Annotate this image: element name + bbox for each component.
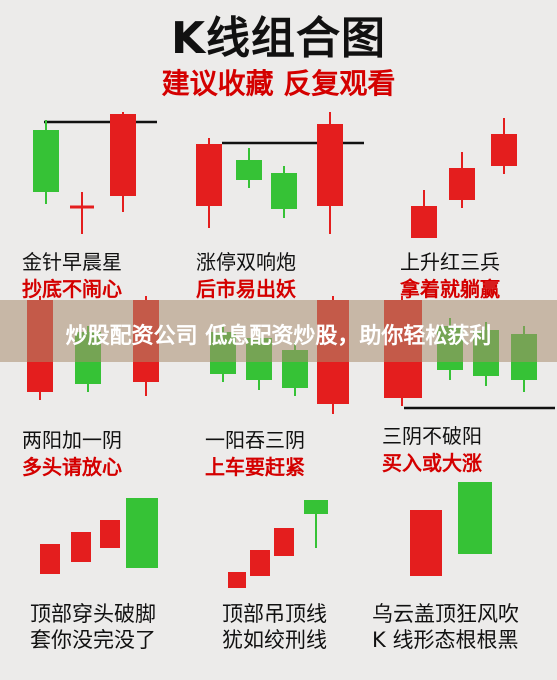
- pattern-desc: 套你没完没了: [30, 628, 156, 652]
- page-title: K线组合图: [170, 13, 387, 64]
- pattern-name: 上升红三兵: [400, 250, 500, 274]
- pattern-name: 金针早晨星: [22, 250, 122, 274]
- pattern-desc: 后市易出妖: [196, 277, 296, 301]
- pattern-top-piercing: 顶部穿头破脚 套你没完没了: [30, 490, 190, 680]
- candlestick-chart: [196, 112, 364, 234]
- candlestick-chart: [228, 500, 328, 588]
- pattern-dark-cloud-cover: 乌云盖顶狂风吹 K 线形态根根黑: [372, 478, 532, 668]
- pattern-golden-needle-morning-star: 金针早晨星 抄底不闹心: [22, 108, 182, 301]
- pattern-name: 涨停双响炮: [196, 250, 296, 274]
- pattern-desc: 多头请放心: [22, 455, 122, 479]
- pattern-limit-up-double-cannon: 涨停双响炮 后市易出妖: [196, 108, 364, 301]
- pattern-desc: K 线形态根根黑: [372, 628, 519, 652]
- pattern-name: 三阴不破阳: [382, 424, 482, 448]
- pattern-name: 顶部穿头破脚: [30, 602, 156, 626]
- pattern-desc: 犹如绞刑线: [222, 628, 327, 652]
- promo-banner[interactable]: 炒股配资公司 低息配资炒股，助你轻松获利: [0, 300, 557, 362]
- page-subtitle: 建议收藏 反复观看: [161, 67, 396, 100]
- pattern-top-hanging-line: 顶部吊顶线 犹如绞刑线: [222, 490, 382, 680]
- pattern-desc: 上车要赶紧: [205, 455, 305, 479]
- pattern-name: 顶部吊顶线: [222, 602, 327, 626]
- promo-banner-text: 炒股配资公司 低息配资炒股，助你轻松获利: [65, 324, 492, 349]
- pattern-desc: 抄底不闹心: [22, 277, 122, 301]
- pattern-desc: 买入或大涨: [382, 451, 482, 475]
- pattern-name: 乌云盖顶狂风吹: [372, 602, 519, 626]
- candlestick-chart: [410, 482, 492, 576]
- pattern-desc: 拿着就躺赢: [400, 277, 500, 301]
- pattern-name: 一阳吞三阴: [205, 428, 305, 452]
- candlestick-chart: [33, 112, 157, 234]
- candlestick-chart: [411, 118, 517, 238]
- pattern-name: 两阳加一阴: [22, 428, 122, 452]
- pattern-three-red-soldiers: 上升红三兵 拿着就躺赢: [400, 108, 557, 301]
- candlestick-chart: [40, 498, 158, 574]
